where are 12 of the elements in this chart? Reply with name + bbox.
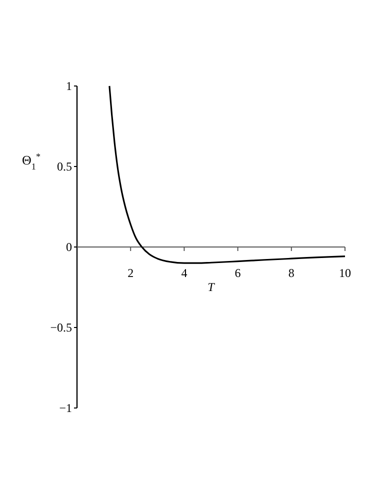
x-tick-label: 2 [128, 266, 134, 280]
line-series [108, 85, 346, 264]
x-tick-label: 4 [181, 266, 188, 280]
y-tick-label: 0.5 [57, 160, 72, 174]
x-tick-label: 10 [339, 266, 351, 280]
y-tick-label: 1 [66, 79, 72, 94]
x-axis-title: T [208, 280, 216, 294]
x-tick-label: 6 [234, 266, 241, 280]
y-tick-label: −1 [59, 401, 72, 416]
x-tick-label: 8 [288, 266, 294, 280]
y-tick-label: −0.5 [50, 320, 72, 335]
y-tick-label: 0 [66, 240, 72, 254]
